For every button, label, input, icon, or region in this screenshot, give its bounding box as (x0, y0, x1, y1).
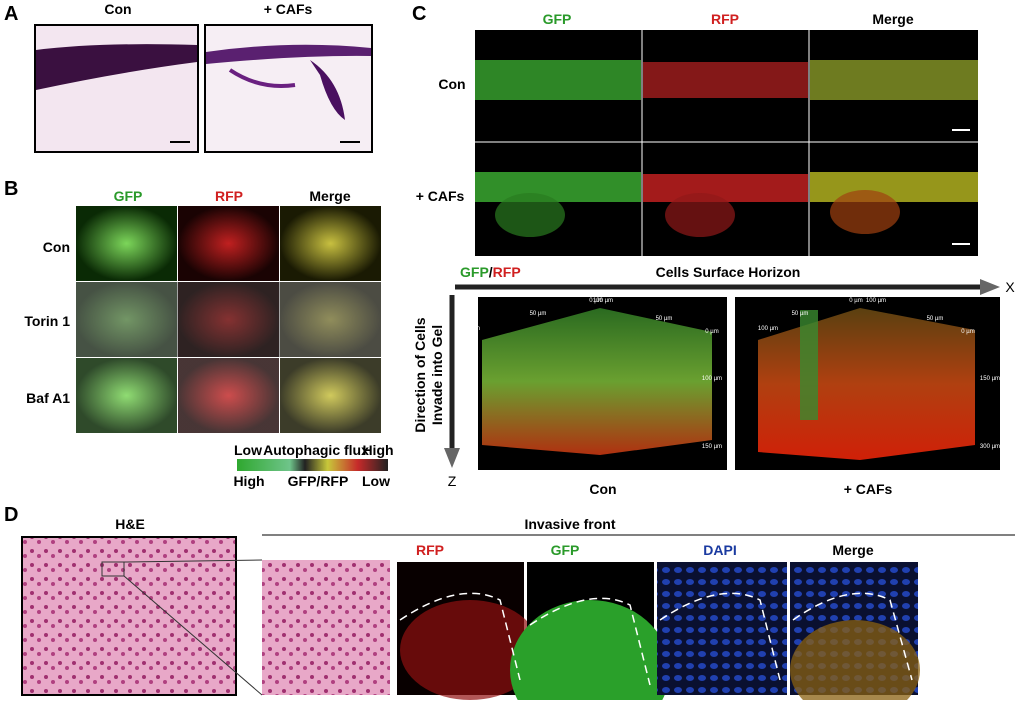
panel-label: A (4, 3, 18, 25)
axis-title: Direction of Cells (412, 317, 428, 432)
histology-image (21, 536, 390, 696)
scale-label: 300 µm (980, 444, 1000, 450)
scale-label: 0 µm (589, 298, 602, 304)
row-label: Con (43, 239, 70, 255)
scale-label: 100 µm (866, 298, 886, 304)
fluorescence-grid (397, 562, 920, 705)
axis-title: GFP/RFP (460, 264, 521, 280)
scale-label: 0 µm (961, 329, 974, 335)
channel-label: GFP (114, 188, 143, 204)
legend-label: High (233, 473, 264, 489)
separator: / (489, 264, 493, 280)
fluorescence-grid (475, 30, 978, 256)
legend-label: Autophagic flux (263, 442, 369, 458)
x-arrow-head (980, 279, 1000, 295)
scale-label: 50 µm (792, 311, 809, 317)
3d-reconstruction (478, 297, 1000, 470)
scale-label: 0 µm (705, 329, 718, 335)
scale-label: 100 µm (702, 376, 722, 382)
image-title: H&E (115, 516, 145, 532)
condition-label: Con (589, 481, 616, 497)
image-title: Invasive front (524, 516, 615, 532)
scale-label: 150 µm (980, 376, 1000, 382)
scale-label: 100 µm (758, 326, 778, 332)
legend-colorbar (237, 459, 388, 471)
scale-label: 100 µm (593, 298, 613, 304)
row-label: Torin 1 (24, 313, 70, 329)
legend-label: GFP/RFP (288, 473, 349, 489)
scale-label: 100 µm (460, 326, 480, 332)
channel-label: GFP (543, 11, 572, 27)
fluorescence-grid (76, 206, 381, 433)
channel-label: DAPI (703, 542, 736, 558)
channel-label: RFP (416, 542, 444, 558)
row-label: Con (438, 76, 465, 92)
legend-label: Low (234, 442, 262, 458)
axis-label: Z (448, 473, 457, 489)
channel-label: GFP (460, 264, 489, 280)
channel-label: Merge (832, 542, 873, 558)
channel-label: GFP (551, 542, 580, 558)
legend-label: Low (362, 473, 390, 489)
axis-label: X (1005, 279, 1015, 295)
row-label: + CAFs (416, 188, 465, 204)
panel-label: C (412, 3, 426, 25)
channel-label: RFP (493, 264, 521, 280)
axis-title: Invade into Gel (429, 325, 445, 425)
legend-label: High (362, 442, 393, 458)
channel-label: Merge (309, 188, 350, 204)
row-label: Baf A1 (26, 390, 70, 406)
scale-label: 50 µm (530, 311, 547, 317)
histology-image (34, 24, 373, 153)
scale-label: 50 µm (927, 316, 944, 322)
scale-label: 0 µm (849, 298, 862, 304)
scale-label: 150 µm (702, 444, 722, 450)
channel-label: RFP (711, 11, 739, 27)
condition-label: + CAFs (844, 481, 893, 497)
channel-label: Merge (872, 11, 913, 27)
scale-label: 50 µm (656, 316, 673, 322)
z-arrow-head (444, 448, 460, 468)
panel-label: B (4, 178, 18, 200)
axis-title: Cells Surface Horizon (656, 264, 801, 280)
panel-label: D (4, 504, 18, 526)
column-label: Con (104, 1, 131, 17)
channel-label: RFP (215, 188, 243, 204)
column-label: + CAFs (264, 1, 313, 17)
